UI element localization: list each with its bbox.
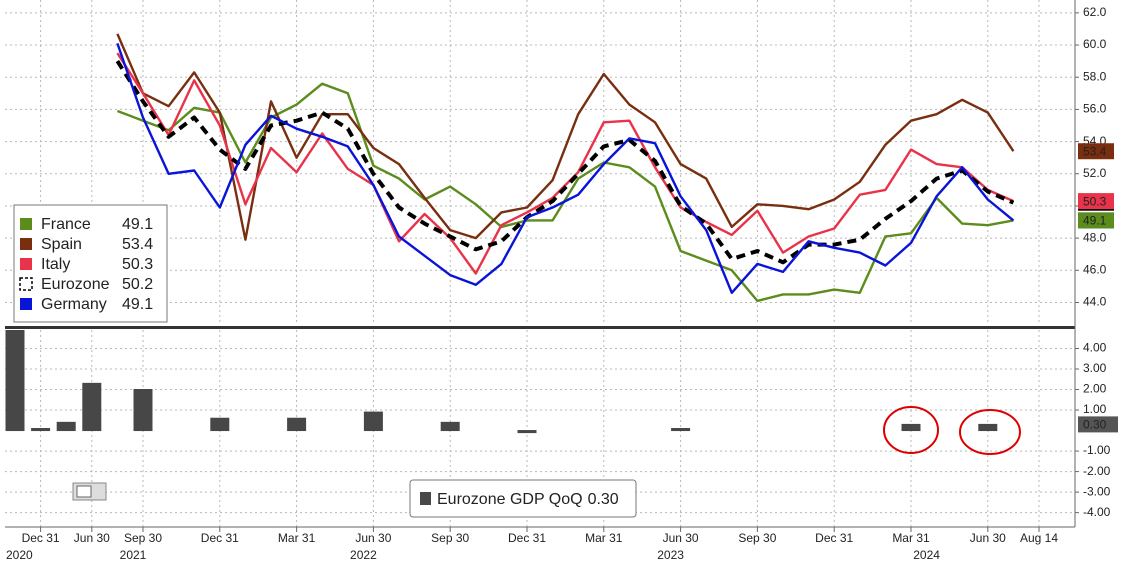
x-year-label: 2023: [657, 548, 684, 562]
x-year-label: 2024: [913, 548, 940, 562]
y-tick-label: 44.0: [1083, 295, 1107, 309]
series-line: [116, 43, 1015, 294]
legend-swatch: [20, 298, 32, 310]
legend-swatch: [20, 258, 32, 270]
x-tick-label: Dec 31: [201, 531, 239, 545]
x-tick-label: Dec 31: [815, 531, 853, 545]
series-line: [115, 60, 1015, 265]
y-tick-label: 52.0: [1083, 166, 1107, 180]
y-tick-label: -3.00: [1083, 484, 1111, 498]
y-tick-label: 62.0: [1083, 5, 1107, 19]
legend-name: Eurozone: [41, 276, 110, 293]
x-tick-label: Jun 30: [74, 531, 110, 545]
x-tick-label: Jun 30: [663, 531, 699, 545]
legend-box: [13, 204, 168, 323]
legend: France 49.1 Spain 53.4 Italy 50.3 Eurozone 50.2…: [13, 204, 168, 323]
y-tick-label: 58.0: [1083, 69, 1107, 83]
legend-value: 0.30: [588, 491, 619, 508]
x-tick-label: Sep 30: [431, 531, 469, 545]
series-line: [116, 52, 1014, 275]
y-tick-label: 4.00: [1083, 341, 1107, 355]
legend-name: Italy: [41, 256, 70, 273]
legend-value: 50.3: [122, 256, 153, 273]
legend: Eurozone GDP QoQ 0.30: [409, 479, 637, 518]
legend-swatch: [20, 218, 32, 230]
x-tick-label: Aug 14: [1020, 531, 1058, 545]
bar: [31, 428, 51, 432]
last-value-tag: [1078, 143, 1114, 160]
legend-value: 50.2: [122, 276, 153, 293]
x-tick-label: Dec 31: [508, 531, 546, 545]
x-year-label: 2022: [350, 548, 377, 562]
icon-glyph: [76, 485, 92, 498]
y-tick-label: 2.00: [1083, 382, 1107, 396]
y-tick-label: 48.0: [1083, 230, 1107, 244]
bar: [363, 411, 383, 432]
y-tick-label: 60.0: [1083, 37, 1107, 51]
bar: [671, 428, 691, 432]
x-tick-label: Mar 31: [892, 531, 930, 545]
x-year-label: 2020: [6, 548, 33, 562]
legend-value: 53.4: [122, 236, 153, 253]
last-value-tag: [1078, 193, 1114, 210]
bar: [978, 423, 998, 432]
x-tick-label: Dec 31: [22, 531, 60, 545]
last-value-tag: [1078, 212, 1114, 229]
legend-swatch: [20, 238, 32, 250]
x-tick-label: Sep 30: [738, 531, 776, 545]
legend-name: Germany: [41, 296, 107, 313]
bar: [133, 389, 153, 432]
bar: [901, 423, 921, 432]
last-value-label: 49.1: [1083, 214, 1107, 228]
chart-icon[interactable]: [72, 482, 107, 501]
y-tick-label: 56.0: [1083, 102, 1107, 116]
bar: [287, 417, 307, 432]
bar: [210, 417, 230, 432]
legend-value: 49.1: [122, 216, 153, 233]
x-tick-label: Jun 30: [355, 531, 391, 545]
highlight-circle: [959, 409, 1021, 455]
highlight-circle: [883, 406, 939, 454]
x-tick-label: Mar 31: [585, 531, 623, 545]
bar: [5, 330, 25, 432]
y-tick-label: 1.00: [1083, 402, 1107, 416]
legend-swatch: [420, 492, 431, 505]
legend-name: France: [41, 216, 91, 233]
last-value-label: 53.4: [1083, 144, 1107, 158]
last-value-label: 50.3: [1083, 194, 1107, 208]
x-year-label: 2021: [120, 548, 147, 562]
y-tick-label: -2.00: [1083, 464, 1111, 478]
last-value-label: 0.30: [1083, 418, 1107, 432]
x-tick-label: Sep 30: [124, 531, 162, 545]
y-tick-label: -1.00: [1083, 443, 1111, 457]
legend-name: Spain: [41, 236, 82, 253]
legend-name: Eurozone GDP QoQ: [437, 491, 583, 508]
x-tick-label: Jun 30: [970, 531, 1006, 545]
y-tick-label: -4.00: [1083, 505, 1111, 519]
legend-value: 49.1: [122, 296, 153, 313]
legend-swatch: [19, 277, 33, 291]
y-tick-label: 46.0: [1083, 262, 1107, 276]
bar: [440, 421, 460, 432]
legend-box: [409, 479, 637, 518]
series-line: [116, 33, 1015, 241]
x-tick-label: Mar 31: [278, 531, 316, 545]
bar: [56, 421, 76, 432]
bar: [517, 430, 537, 434]
bar: [82, 382, 102, 432]
last-value-tag: [1078, 416, 1118, 433]
y-tick-label: 3.00: [1083, 361, 1107, 375]
